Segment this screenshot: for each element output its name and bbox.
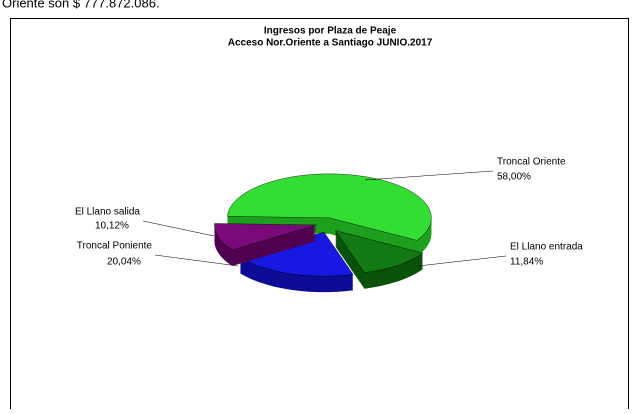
- slice-value-label: 10,12%: [95, 221, 129, 232]
- leader-line: [142, 220, 215, 237]
- slice-label: El Llano salida: [75, 207, 140, 218]
- slice-value-label: 58,00%: [497, 172, 531, 183]
- pie-slice: [227, 173, 432, 257]
- pie-slice: [214, 223, 317, 266]
- pie-slice: [334, 230, 424, 289]
- chart-title: Acceso Nor.Oriente a Santiago JUNIO.2017: [228, 38, 433, 49]
- slice-top: [227, 173, 432, 241]
- slice-top: [214, 223, 317, 251]
- caption: Oriente son $ 777.872.086.: [2, 0, 160, 10]
- slice-label: Troncal Oriente: [497, 157, 566, 168]
- leader-line: [417, 255, 507, 267]
- slice-label: El Llano entrada: [510, 242, 583, 253]
- slice-value-label: 11,84%: [510, 257, 543, 268]
- slice-top: [239, 231, 354, 277]
- slice-top: [334, 230, 424, 273]
- leader-line: [154, 254, 239, 267]
- slice-label: Troncal Poniente: [77, 241, 153, 252]
- pie-slice: [239, 231, 354, 293]
- leader-line: [364, 170, 494, 181]
- slice-value-label: 20,04%: [107, 257, 141, 268]
- chart-title: Ingresos por Plaza de Peaje: [264, 26, 397, 37]
